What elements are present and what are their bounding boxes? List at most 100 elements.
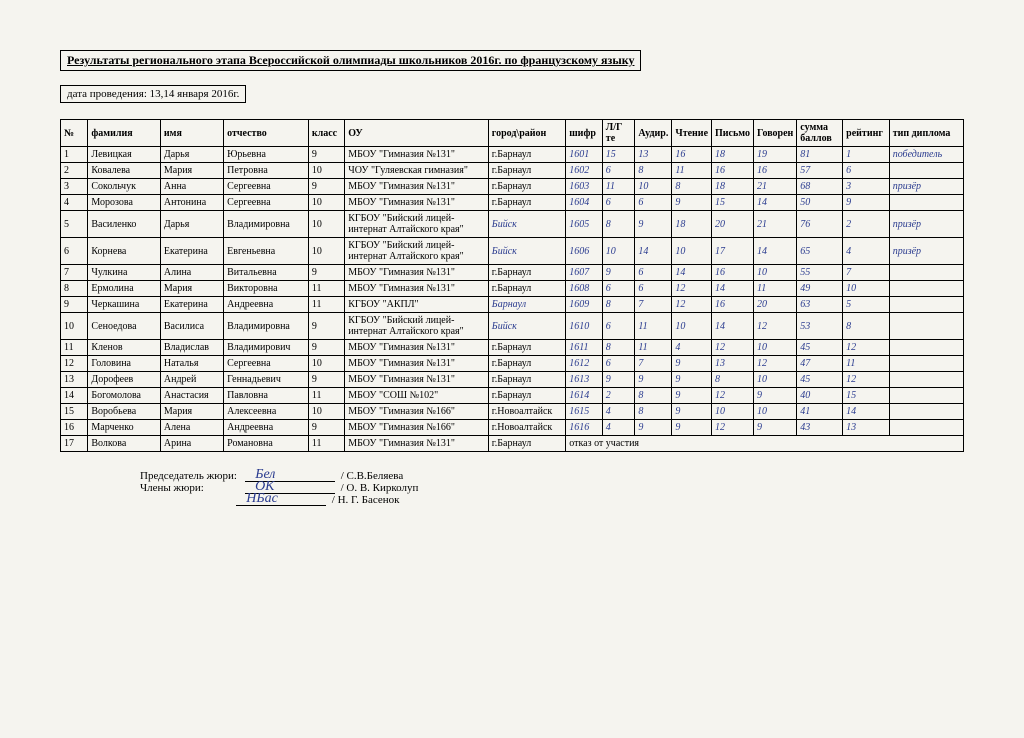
cell-class: 9 bbox=[308, 265, 344, 281]
cell-cht: 9 bbox=[672, 372, 712, 388]
cell-class: 9 bbox=[308, 147, 344, 163]
cell-diploma bbox=[889, 163, 963, 179]
table-row: 9ЧеркашинаЕкатеринаАндреевна11КГБОУ "АКП… bbox=[61, 297, 964, 313]
cell-sum: 57 bbox=[797, 163, 843, 179]
cell-cht: 11 bbox=[672, 163, 712, 179]
cell-fam: Левицкая bbox=[88, 147, 161, 163]
cell-pis: 13 bbox=[712, 356, 754, 372]
cell-cht: 9 bbox=[672, 195, 712, 211]
table-row: 10СеноедоваВасилисаВладимировна9КГБОУ "Б… bbox=[61, 313, 964, 340]
cell-pis: 14 bbox=[712, 281, 754, 297]
table-row: 11КленовВладиславВладимирович9МБОУ "Гимн… bbox=[61, 340, 964, 356]
cell-sum: 45 bbox=[797, 340, 843, 356]
cell-diploma bbox=[889, 281, 963, 297]
cell-name: Арина bbox=[160, 436, 223, 452]
cell-name: Владислав bbox=[160, 340, 223, 356]
cell-aud: 11 bbox=[635, 313, 672, 340]
cell-shifr: 1601 bbox=[566, 147, 603, 163]
cell-aud: 9 bbox=[635, 372, 672, 388]
cell-num: 4 bbox=[61, 195, 88, 211]
cell-num: 17 bbox=[61, 436, 88, 452]
cell-shifr: 1602 bbox=[566, 163, 603, 179]
cell-class: 9 bbox=[308, 340, 344, 356]
cell-name: Алена bbox=[160, 420, 223, 436]
cell-name: Дарья bbox=[160, 211, 223, 238]
cell-cht: 4 bbox=[672, 340, 712, 356]
cell-aud: 8 bbox=[635, 404, 672, 420]
cell-pis: 16 bbox=[712, 297, 754, 313]
cell-cht: 9 bbox=[672, 356, 712, 372]
cell-gov: 14 bbox=[753, 195, 796, 211]
cell-gov: 10 bbox=[753, 265, 796, 281]
cell-aud: 6 bbox=[635, 265, 672, 281]
cell-fam: Сеноедова bbox=[88, 313, 161, 340]
cell-class: 11 bbox=[308, 281, 344, 297]
cell-name: Анастасия bbox=[160, 388, 223, 404]
cell-aud: 11 bbox=[635, 340, 672, 356]
header-aud: Аудир. bbox=[635, 120, 672, 147]
header-name: имя bbox=[160, 120, 223, 147]
member2-name: Н. Г. Басенок bbox=[338, 494, 400, 506]
cell-num: 14 bbox=[61, 388, 88, 404]
cell-rating: 5 bbox=[843, 297, 890, 313]
cell-aud: 8 bbox=[635, 388, 672, 404]
cell-diploma: призёр bbox=[889, 211, 963, 238]
table-row: 6КорневаЕкатеринаЕвгеньевна10КГБОУ "Бийс… bbox=[61, 238, 964, 265]
cell-fam: Богомолова bbox=[88, 388, 161, 404]
header-num: № bbox=[61, 120, 88, 147]
cell-lg: 4 bbox=[602, 404, 635, 420]
cell-cht: 10 bbox=[672, 313, 712, 340]
table-row: 8ЕрмолинаМарияВикторовна11МБОУ "Гимназия… bbox=[61, 281, 964, 297]
cell-cht: 9 bbox=[672, 404, 712, 420]
cell-aud: 9 bbox=[635, 420, 672, 436]
cell-gov: 11 bbox=[753, 281, 796, 297]
cell-pat: Геннадьевич bbox=[224, 372, 309, 388]
cell-pis: 12 bbox=[712, 388, 754, 404]
cell-class: 9 bbox=[308, 420, 344, 436]
cell-ou: МБОУ "Гимназия №131" bbox=[345, 281, 489, 297]
cell-city: г.Новоалтайск bbox=[488, 420, 565, 436]
cell-rating: 13 bbox=[843, 420, 890, 436]
cell-class: 10 bbox=[308, 163, 344, 179]
cell-name: Мария bbox=[160, 163, 223, 179]
cell-city: г.Барнаул bbox=[488, 372, 565, 388]
cell-pis: 16 bbox=[712, 265, 754, 281]
cell-diploma bbox=[889, 265, 963, 281]
cell-gov: 16 bbox=[753, 163, 796, 179]
cell-rating: 8 bbox=[843, 313, 890, 340]
cell-diploma bbox=[889, 404, 963, 420]
cell-sum: 47 bbox=[797, 356, 843, 372]
cell-name: Василиса bbox=[160, 313, 223, 340]
cell-pat: Юрьевна bbox=[224, 147, 309, 163]
cell-name: Алина bbox=[160, 265, 223, 281]
cell-class: 9 bbox=[308, 179, 344, 195]
cell-num: 15 bbox=[61, 404, 88, 420]
cell-name: Дарья bbox=[160, 147, 223, 163]
cell-cht: 18 bbox=[672, 211, 712, 238]
cell-class: 11 bbox=[308, 297, 344, 313]
cell-gov: 21 bbox=[753, 179, 796, 195]
cell-aud: 8 bbox=[635, 163, 672, 179]
cell-pat: Сергеевна bbox=[224, 356, 309, 372]
cell-num: 12 bbox=[61, 356, 88, 372]
table-row: 15ВоробьеваМарияАлексеевна10МБОУ "Гимназ… bbox=[61, 404, 964, 420]
cell-ou: МБОУ "Гимназия №131" bbox=[345, 265, 489, 281]
cell-pat: Павловна bbox=[224, 388, 309, 404]
cell-name: Антонина bbox=[160, 195, 223, 211]
cell-shifr: 1614 bbox=[566, 388, 603, 404]
cell-city: г.Барнаул bbox=[488, 340, 565, 356]
cell-rating: 12 bbox=[843, 340, 890, 356]
cell-lg: 6 bbox=[602, 356, 635, 372]
cell-otkaz: отказ от участия bbox=[566, 436, 964, 452]
cell-city: г.Барнаул bbox=[488, 265, 565, 281]
signatures-block: Председатель жюри: Бел / С.В.Беляева Чле… bbox=[140, 470, 964, 506]
cell-fam: Ковалева bbox=[88, 163, 161, 179]
results-table: № фамилия имя отчество класс ОУ город\ра… bbox=[60, 119, 964, 452]
cell-diploma bbox=[889, 297, 963, 313]
cell-rating: 14 bbox=[843, 404, 890, 420]
header-shifr: шифр bbox=[566, 120, 603, 147]
cell-gov: 9 bbox=[753, 388, 796, 404]
cell-ou: МБОУ "Гимназия №166" bbox=[345, 420, 489, 436]
cell-city: г.Барнаул bbox=[488, 281, 565, 297]
table-header: № фамилия имя отчество класс ОУ город\ра… bbox=[61, 120, 964, 147]
